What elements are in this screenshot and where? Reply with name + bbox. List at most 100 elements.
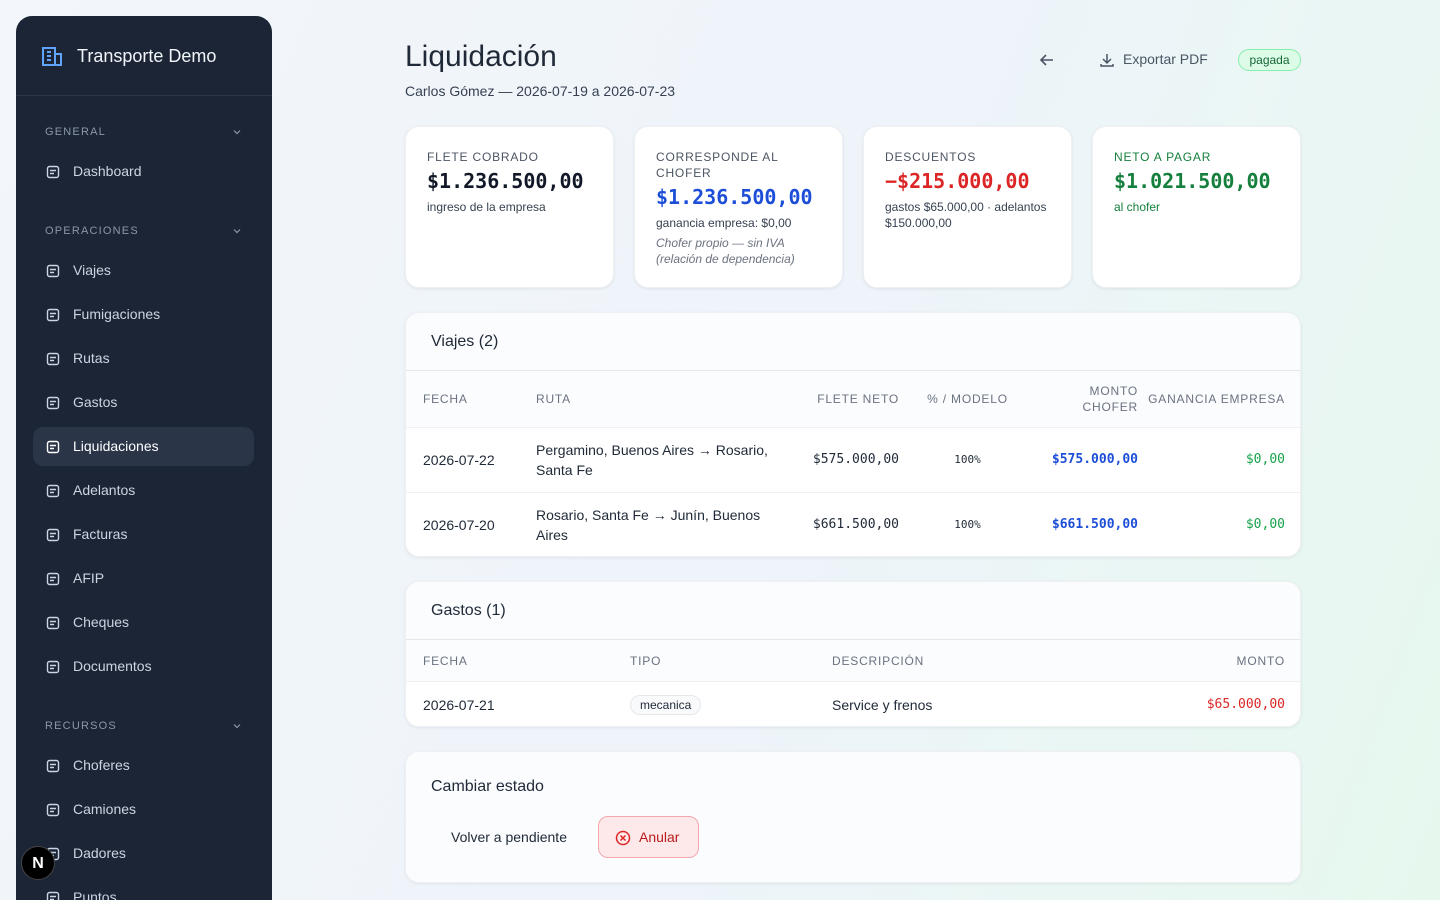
nav-icon bbox=[46, 616, 60, 630]
card-note: Chofer propio — sin IVA (relación de dep… bbox=[656, 236, 795, 266]
nav-icon bbox=[46, 572, 60, 586]
brand[interactable]: Transporte Demo bbox=[16, 16, 272, 96]
table-cell: $0,00 bbox=[1245, 452, 1285, 467]
cancel-label: Anular bbox=[639, 829, 680, 845]
table-cell: 2026-07-21 bbox=[423, 696, 495, 713]
download-icon bbox=[1100, 54, 1114, 67]
nav-icon bbox=[46, 803, 60, 817]
panel-title: Gastos (1) bbox=[406, 582, 1300, 640]
nav-item[interactable]: Choferes bbox=[33, 746, 254, 785]
nav-item[interactable]: Cheques bbox=[33, 603, 254, 642]
summary-card: CORRESPONDE AL CHOFER $1.236.500,00 gananc… bbox=[634, 126, 843, 288]
nav-label: Choferes bbox=[73, 757, 130, 773]
column-header: MONTO bbox=[1236, 653, 1285, 668]
brand-icon bbox=[42, 47, 62, 66]
nav-label: Fumigaciones bbox=[73, 306, 161, 322]
table-cell: Pergamino, Buenos Aires → Rosario, Santa… bbox=[536, 442, 768, 478]
cancel-button[interactable]: Anular bbox=[598, 816, 699, 858]
nav-item[interactable]: AFIP bbox=[33, 559, 254, 598]
nav-item[interactable]: Rutas bbox=[33, 339, 254, 378]
pending-button[interactable]: Volver a pendiente bbox=[451, 829, 567, 845]
card-label: DESCUENTOS bbox=[885, 150, 977, 164]
table-header: FECHA TIPO DESCRIPCIÓN MONTO bbox=[406, 640, 1300, 682]
card-note: ganancia empresa: $0,00 bbox=[656, 216, 792, 230]
nav-item[interactable]: Adelantos bbox=[33, 471, 254, 510]
card-value: −$215.000,00 bbox=[885, 169, 1030, 193]
back-button[interactable] bbox=[1039, 52, 1055, 68]
estado-panel: Cambiar estado Volver a pendiente Anular bbox=[405, 751, 1301, 883]
nav-icon bbox=[46, 308, 60, 322]
nav-icon bbox=[46, 440, 60, 454]
table-cell: $0,00 bbox=[1245, 517, 1285, 532]
nav-item[interactable]: Camiones bbox=[33, 790, 254, 829]
section-title[interactable]: RECURSOS bbox=[45, 720, 117, 732]
nav-label: Cheques bbox=[73, 614, 130, 630]
column-header: TIPO bbox=[630, 653, 662, 668]
nav-item[interactable]: Facturas bbox=[33, 515, 254, 554]
nav-label: Dashboard bbox=[73, 163, 142, 179]
viajes-panel: Viajes (2) FECHA RUTA FLETE NETO % / MODELO… bbox=[405, 312, 1301, 557]
nav-label: Rutas bbox=[73, 350, 110, 366]
table-row[interactable]: 2026-07-21 mecanica Service y frenos $65.00… bbox=[406, 682, 1300, 726]
column-header: MONTO CHOFER bbox=[1082, 384, 1138, 414]
page-title: Liquidación bbox=[405, 40, 557, 73]
table-cell: $661.500,00 bbox=[1051, 517, 1138, 532]
chevron bbox=[233, 724, 241, 729]
table-cell: Rosario, Santa Fe → Junín, Buenos Aires bbox=[536, 507, 761, 543]
section-title[interactable]: GENERAL bbox=[45, 126, 106, 138]
export-button[interactable]: Exportar PDF bbox=[1099, 51, 1208, 67]
nav-item[interactable]: Liquidaciones bbox=[33, 427, 254, 466]
column-header: % / MODELO bbox=[927, 392, 1008, 406]
table-row[interactable]: 2026-07-22 Pergamino, Buenos Aires → Rosa… bbox=[406, 428, 1300, 493]
table-cell: 2026-07-22 bbox=[423, 452, 495, 468]
panel-title: Viajes (2) bbox=[406, 313, 1300, 371]
card-value: $1.021.500,00 bbox=[1114, 169, 1271, 193]
export-label: Exportar PDF bbox=[1123, 51, 1208, 67]
dev-badge[interactable]: N bbox=[21, 846, 55, 880]
cancel-icon bbox=[615, 830, 631, 846]
nav-icon bbox=[46, 396, 60, 410]
nav-icon bbox=[46, 891, 60, 900]
card-value: $1.236.500,00 bbox=[656, 185, 813, 209]
summary-card: NETO A PAGAR $1.021.500,00 al chofer bbox=[1092, 126, 1301, 288]
table-cell: $661.500,00 bbox=[812, 517, 899, 532]
nav-label: Facturas bbox=[73, 526, 128, 542]
nav-item[interactable]: Gastos bbox=[33, 383, 254, 422]
nav-icon bbox=[46, 484, 60, 498]
brand-name: Transporte Demo bbox=[77, 46, 217, 66]
nav-label: AFIP bbox=[73, 570, 105, 586]
nav-icon bbox=[46, 264, 60, 278]
card-value: $1.236.500,00 bbox=[427, 169, 584, 193]
nav-label: Documentos bbox=[73, 658, 152, 674]
card-note: gastos $65.000,00 · adelantos $150.000,0… bbox=[885, 200, 1047, 230]
nav-icon bbox=[46, 660, 60, 674]
nav-item[interactable]: Viajes bbox=[33, 251, 254, 290]
page-subtitle: Carlos Gómez — 2026-07-19 a 2026-07-23 bbox=[405, 83, 676, 99]
section-title[interactable]: OPERACIONES bbox=[45, 225, 139, 237]
nav-item[interactable]: Dadores bbox=[33, 834, 254, 873]
card-label: NETO A PAGAR bbox=[1114, 150, 1212, 164]
column-header: RUTA bbox=[536, 392, 571, 406]
gastos-panel: Gastos (1) FECHA TIPO DESCRIPCIÓN MONTO 2026… bbox=[405, 581, 1301, 727]
chevron bbox=[233, 229, 241, 234]
column-header: FECHA bbox=[423, 392, 468, 406]
sidebar: Transporte Demo GENERAL Dashboard OPERACIO… bbox=[16, 16, 272, 900]
summary-card: FLETE COBRADO $1.236.500,00 ingreso de la … bbox=[405, 126, 614, 288]
nav-item[interactable]: Puntos bbox=[33, 878, 254, 900]
nav-item[interactable]: Dashboard bbox=[33, 152, 254, 191]
column-header: FLETE NETO bbox=[817, 392, 899, 406]
table-row[interactable]: 2026-07-20 Rosario, Santa Fe → Junín, Bue… bbox=[406, 493, 1300, 556]
nav-label: Camiones bbox=[73, 801, 137, 817]
panel-title: Cambiar estado bbox=[431, 778, 544, 795]
column-header: GANANCIA EMPRESA bbox=[1148, 392, 1285, 406]
nav-label: Dadores bbox=[73, 845, 126, 861]
nav-icon bbox=[46, 759, 60, 773]
status-badge: pagada bbox=[1238, 49, 1301, 71]
nav-item[interactable]: Documentos bbox=[33, 647, 254, 686]
card-note: al chofer bbox=[1114, 200, 1161, 214]
nav-item[interactable]: Fumigaciones bbox=[33, 295, 254, 334]
chevron bbox=[233, 130, 241, 135]
table-cell: 100% bbox=[954, 518, 981, 531]
